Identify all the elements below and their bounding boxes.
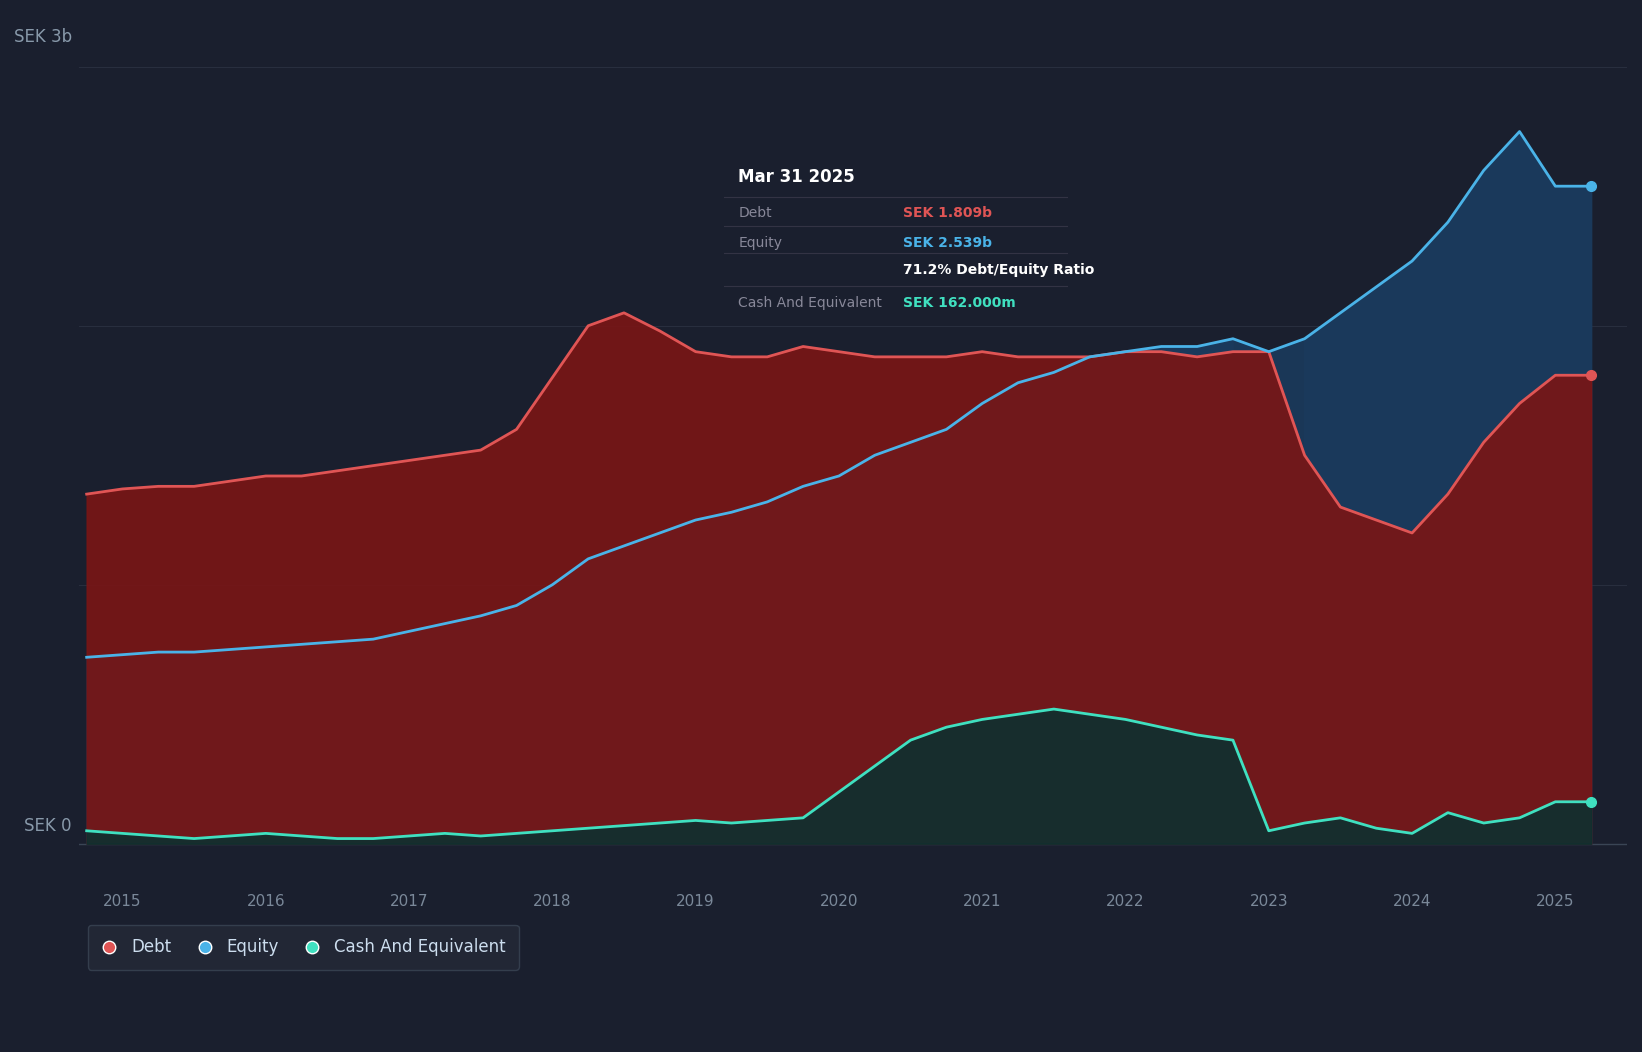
Text: SEK 1.809b: SEK 1.809b (903, 206, 992, 221)
Text: Equity: Equity (739, 236, 782, 249)
Text: Debt: Debt (739, 206, 772, 221)
Text: Cash And Equivalent: Cash And Equivalent (739, 296, 882, 309)
Legend: Debt, Equity, Cash And Equivalent: Debt, Equity, Cash And Equivalent (87, 925, 519, 970)
Text: SEK 0: SEK 0 (25, 816, 72, 835)
Text: SEK 162.000m: SEK 162.000m (903, 296, 1016, 309)
Text: SEK 2.539b: SEK 2.539b (903, 236, 992, 249)
Text: Mar 31 2025: Mar 31 2025 (739, 167, 855, 185)
Text: SEK 3b: SEK 3b (13, 28, 72, 46)
Text: 71.2% Debt/Equity Ratio: 71.2% Debt/Equity Ratio (903, 263, 1095, 277)
